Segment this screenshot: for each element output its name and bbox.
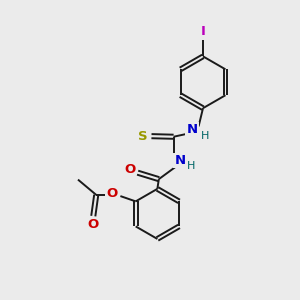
Text: O: O (88, 218, 99, 231)
Text: N: N (187, 124, 198, 136)
Text: H: H (201, 131, 209, 141)
Text: O: O (124, 163, 135, 176)
Text: H: H (186, 161, 195, 171)
Text: O: O (106, 187, 118, 200)
Text: I: I (201, 26, 206, 38)
Text: S: S (138, 130, 148, 143)
Text: N: N (175, 154, 186, 167)
